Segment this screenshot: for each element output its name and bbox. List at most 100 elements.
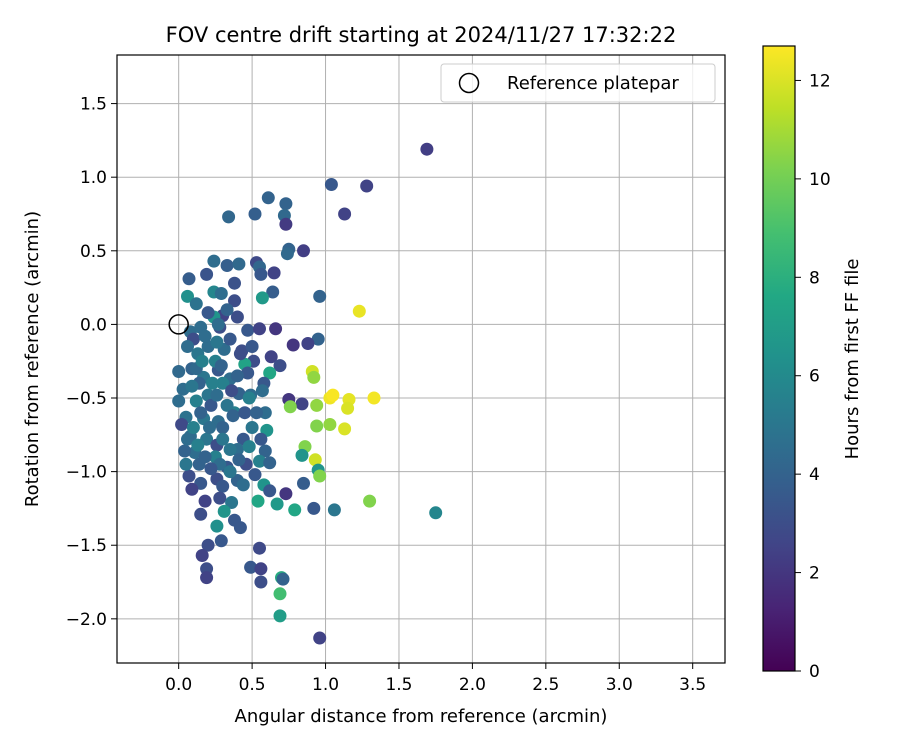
x-tick-label: 2.0 [459,675,486,695]
data-point [269,322,283,336]
data-point [194,507,208,521]
data-point [338,207,352,221]
colorbar-tick-label: 12 [809,71,831,91]
data-point [270,497,284,511]
data-point [207,254,221,268]
data-point [288,503,302,517]
x-axis: 0.0 0.5 1.0 1.5 2.0 2.5 3.0 3.5 [165,663,706,695]
data-point [280,247,294,261]
y-axis: −2.0 −1.5 −1.0 −0.5 0.0 0.5 1.0 1.5 [66,95,117,630]
data-point [181,340,194,353]
legend-label-reference-platepar: Reference platepar [507,73,679,94]
y-axis-label: Rotation from reference (arcmin) [22,211,43,507]
data-point [279,487,293,501]
data-point [261,191,275,205]
data-point [222,210,236,224]
data-point [225,384,239,398]
data-point [182,272,196,286]
x-tick-label: 0.0 [165,675,192,695]
data-point [200,571,214,585]
data-point [255,384,269,398]
data-point [273,359,287,373]
data-point [186,421,200,434]
data-point [226,409,240,423]
data-point [250,406,263,420]
data-point [323,418,337,431]
data-point [228,276,241,290]
data-point [216,421,230,434]
data-point [273,609,287,623]
data-point [220,303,234,317]
data-point [216,376,230,390]
x-tick-label: 1.0 [312,675,339,695]
data-point [258,444,272,458]
data-point [248,468,262,482]
data-point [172,365,186,378]
data-point [172,394,186,408]
data-point [179,457,193,471]
data-point [214,534,228,548]
data-point [263,366,277,380]
data-point [245,421,259,434]
data-point [276,572,290,586]
data-point [363,494,377,508]
data-point [223,332,237,346]
data-point [185,379,199,393]
colorbar-tick-label: 10 [809,170,831,190]
data-point [297,244,310,258]
x-tick-label: 3.5 [679,675,706,695]
data-point [253,454,266,468]
data-point [238,406,252,420]
data-point [204,398,218,412]
data-point [210,388,224,402]
data-point [327,503,341,517]
x-tick-label: 1.5 [385,675,412,695]
data-point [241,323,255,337]
data-point [242,391,256,405]
data-point [232,257,246,271]
data-point [201,306,215,320]
reference-platepar-marker [168,314,189,335]
data-point [313,469,327,483]
data-point [220,398,234,412]
data-point [310,419,324,433]
data-point [360,179,374,193]
data-point [216,432,230,446]
data-point [223,443,237,456]
data-point [367,391,381,405]
data-point [189,394,203,408]
data-point [233,347,247,361]
data-point [264,350,278,364]
y-tick-label: −1.5 [66,536,107,556]
colorbar-tick-label: 2 [809,564,820,584]
y-tick-label: 1.0 [80,168,107,188]
data-point [279,217,293,231]
data-point [279,197,293,211]
data-point [254,562,268,576]
x-tick-label: 0.5 [239,675,266,695]
y-tick-label: −0.5 [66,389,107,409]
data-point [216,479,230,493]
data-points [172,142,443,645]
data-point [267,266,281,280]
x-tick-label: 2.5 [532,675,559,695]
y-tick-label: −1.0 [66,463,107,483]
data-point [313,631,327,645]
data-point [254,575,268,589]
data-point [195,549,209,562]
data-point [253,322,266,336]
data-point [225,496,239,509]
data-point [310,398,324,412]
colorbar-ticks: 0 2 4 6 8 10 12 [795,71,831,682]
data-point [242,440,256,454]
data-point [214,287,228,300]
colorbar: 0 2 4 6 8 10 12 Hours from first FF file [762,45,863,682]
data-point [213,491,227,505]
data-point [341,401,355,415]
data-point [286,338,300,352]
data-point [295,397,309,411]
data-point [175,418,189,431]
data-point [181,432,194,446]
data-point [204,462,218,476]
